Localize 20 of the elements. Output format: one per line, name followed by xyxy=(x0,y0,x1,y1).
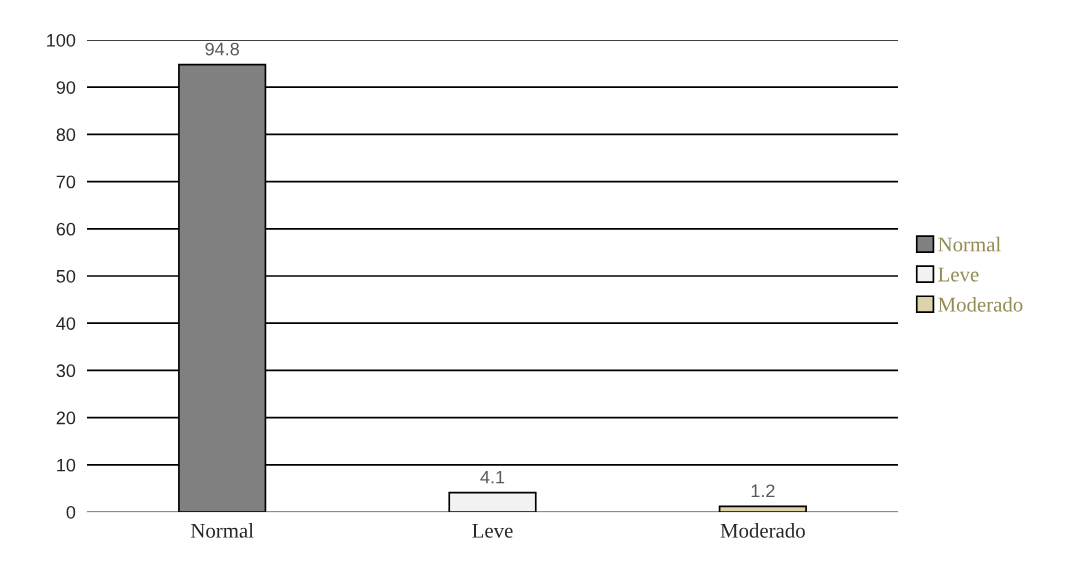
data-label: 94.8 xyxy=(205,42,239,56)
y-tick-label: 100 xyxy=(47,33,76,47)
y-tick-label: 10 xyxy=(57,458,76,472)
x-tick-label: Moderado xyxy=(720,523,805,538)
y-tick-label: 60 xyxy=(56,222,76,236)
y-tick-label: 20 xyxy=(56,411,76,425)
legend-label: Leve xyxy=(938,267,979,282)
y-tick-label: 30 xyxy=(56,364,76,378)
x-tick-label: Normal xyxy=(190,523,254,538)
legend-label: Moderado xyxy=(938,296,1023,312)
y-tick-label: 50 xyxy=(56,269,76,283)
y-tick-label: 0 xyxy=(66,505,76,519)
data-label: 1.2 xyxy=(751,484,775,498)
x-tick-label: Leve xyxy=(472,523,513,538)
data-label: 4.1 xyxy=(480,470,505,484)
y-tick-label: 80 xyxy=(56,128,76,142)
legend-label: Normal xyxy=(938,236,1001,252)
y-tick-label: 90 xyxy=(56,81,76,94)
y-tick-label: 70 xyxy=(56,175,76,189)
y-tick-label: 40 xyxy=(56,317,76,330)
